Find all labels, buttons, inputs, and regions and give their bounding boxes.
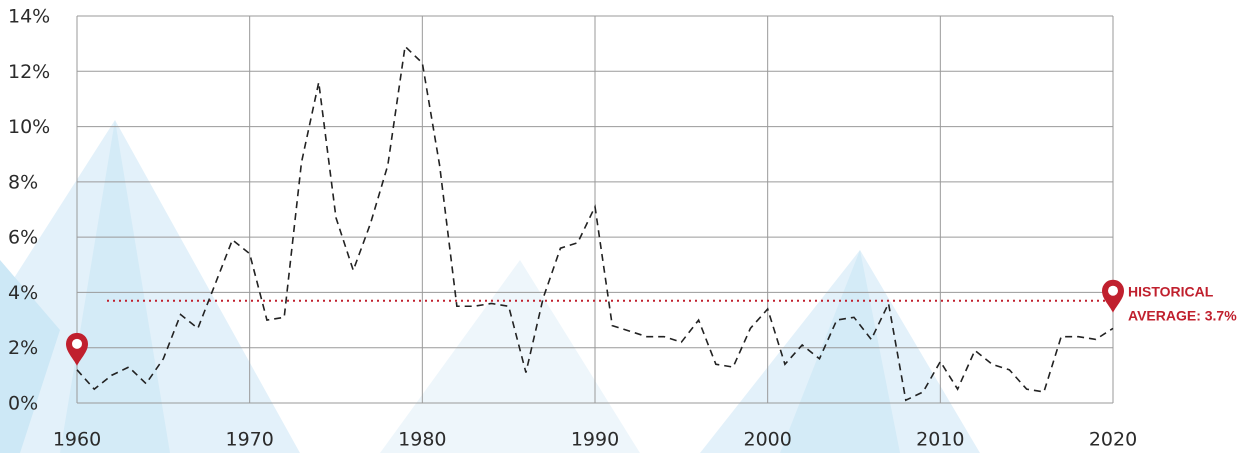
y-tick-label: 4% [8,282,38,304]
pin-marker [1102,279,1124,313]
average-label: HISTORICAL [1128,283,1214,299]
pin-body [1102,279,1124,313]
y-tick-label: 8% [8,171,38,193]
y-tick-label: 10% [8,116,50,138]
pin-hole [1108,285,1118,296]
x-tick-label: 1980 [398,429,446,451]
y-tick-label: 2% [8,337,38,359]
bg-shape [380,260,640,453]
x-tick-label: 1990 [571,429,619,451]
x-tick-label: 2000 [743,429,791,451]
data-line [76,44,1114,402]
plot: 0% 2% 4% 6% 8% 10% 12% 14% 1960 1970 1980 1990 2000 2… [8,6,1237,451]
pin-body [66,332,88,366]
x-tick-label: 2010 [916,429,964,451]
bg-shape [0,260,60,453]
y-tick-label: 6% [8,227,38,249]
background-shapes [0,120,980,453]
x-tick-label: 1970 [225,429,273,451]
pin-hole [72,338,82,349]
y-tick-label: 14% [8,6,50,28]
x-tick-label: 1960 [53,429,101,451]
average-label: AVERAGE: 3.7% [1128,307,1237,323]
y-tick-label: 0% [8,393,38,415]
x-tick-label: 2020 [1089,429,1137,451]
bg-shape [60,120,170,453]
pin-marker [66,332,88,366]
y-tick-label: 12% [8,61,50,83]
